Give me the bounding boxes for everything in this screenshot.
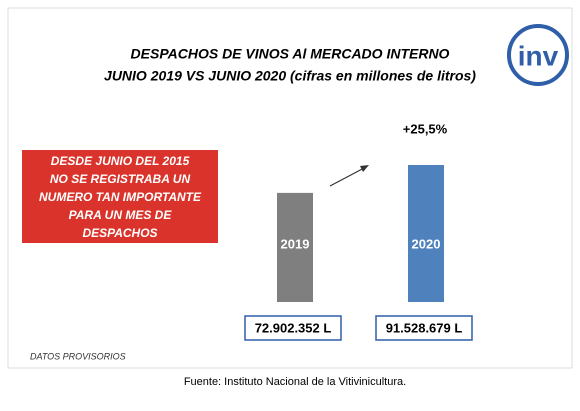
chart-title: DESPACHOS DE VINOS Al MERCADO INTERNO: [131, 46, 450, 62]
logo: [507, 24, 569, 86]
callout-text: NO SE REGISTRABA UN: [50, 172, 191, 186]
callout-text: DESDE JUNIO DEL 2015: [51, 154, 190, 168]
arrow-head: [360, 165, 369, 172]
logo-text: inv: [518, 40, 559, 71]
arrow: [329, 166, 367, 187]
callout-text: PARA UN MES DE: [69, 208, 173, 222]
callout-box: [22, 150, 218, 243]
source: Fuente: Instituto Nacional de la Vitivin…: [184, 376, 406, 388]
bar-category: 2019: [281, 236, 310, 251]
bar: [408, 165, 444, 302]
value-label: 91.528.679 L: [386, 320, 463, 335]
chart-title: JUNIO 2019 VS JUNIO 2020 (cifras en mill…: [104, 68, 476, 84]
value-label: 72.902.352 L: [255, 320, 332, 335]
value-box: [375, 315, 473, 341]
callout-text: DESPACHOS: [82, 226, 157, 240]
annotation: +25,5%: [403, 121, 448, 136]
note: DATOS PROVISORIOS: [30, 351, 126, 361]
callout-text: NUMERO TAN IMPORTANTE: [39, 190, 202, 204]
value-box: [244, 315, 342, 341]
bar: [277, 192, 313, 302]
bar-category: 2020: [412, 236, 441, 251]
